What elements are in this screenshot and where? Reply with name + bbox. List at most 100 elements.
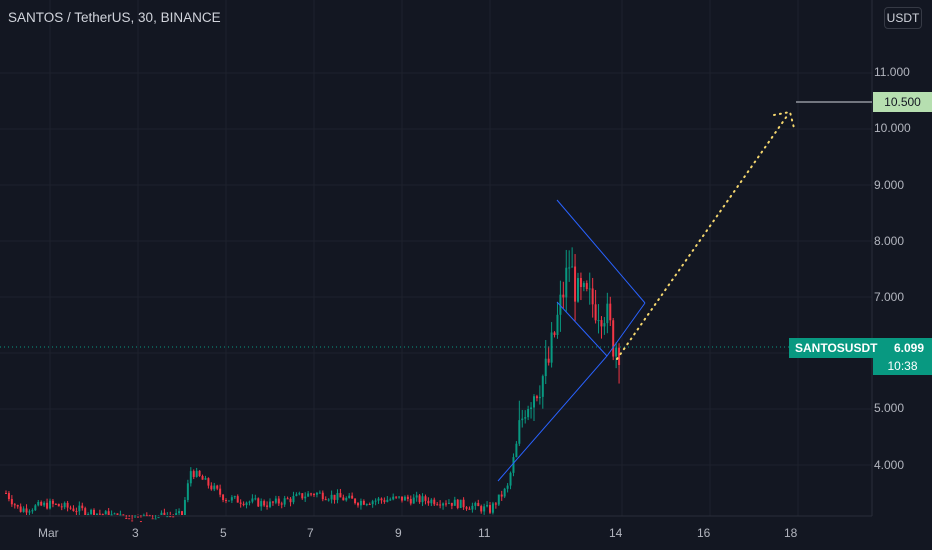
x-tick-label: 11 — [478, 526, 491, 540]
candle-body — [169, 516, 172, 518]
candle-body — [503, 488, 506, 497]
candle-body — [145, 515, 148, 517]
candle-body — [131, 520, 134, 522]
candle-body — [494, 503, 497, 505]
candle-body — [415, 495, 418, 498]
candle-body — [192, 471, 195, 477]
candle-body — [69, 507, 72, 509]
candle-body — [541, 376, 544, 397]
candle-body — [266, 505, 269, 507]
candle-body — [87, 514, 90, 516]
y-tick-label: 9.000 — [874, 178, 905, 192]
x-tick-label: 18 — [784, 526, 798, 540]
candle-body — [395, 496, 398, 498]
candle-body — [565, 267, 568, 298]
candle-body — [333, 494, 336, 500]
candle-body — [618, 347, 621, 366]
candle-body — [289, 498, 292, 503]
candle-body — [304, 496, 307, 499]
y-tick-label: 4.000 — [874, 458, 905, 472]
candle-body — [550, 332, 553, 363]
candle-body — [465, 507, 468, 509]
x-tick-label: 7 — [307, 526, 314, 540]
candle-body — [371, 501, 374, 505]
candle-body — [51, 500, 54, 504]
triangle-upper-trendline — [556, 199, 646, 304]
x-tick-label: Mar — [38, 526, 59, 540]
x-tick-label: 9 — [395, 526, 402, 540]
candle-body — [93, 509, 95, 515]
x-tick-label: 14 — [609, 526, 623, 540]
candle-body — [189, 471, 192, 484]
candle-body — [154, 518, 157, 520]
candle-body — [160, 512, 163, 515]
candle-body — [201, 476, 204, 480]
candle-body — [104, 511, 107, 515]
candle-body — [359, 500, 362, 506]
projection-arrowhead — [773, 110, 795, 129]
candle-body — [330, 494, 333, 500]
candle-body — [286, 498, 289, 500]
candle-body — [401, 496, 403, 501]
candle-body — [442, 503, 445, 506]
y-tick-label: 5.000 — [874, 401, 905, 415]
candle-body — [186, 483, 189, 500]
candle-body — [480, 506, 483, 512]
candle-body — [327, 499, 330, 501]
candle-body — [456, 499, 459, 508]
symbol-label: SANTOSUSDT — [795, 341, 878, 355]
candle-body — [178, 511, 181, 514]
candle-body — [409, 499, 412, 504]
candle-body — [213, 485, 216, 490]
candle-body — [139, 521, 142, 523]
candle-body — [497, 494, 500, 505]
candle-body — [524, 417, 527, 419]
candle-body — [163, 512, 166, 515]
candle-body — [606, 303, 609, 324]
currency-unit-button[interactable]: USDT — [884, 7, 922, 29]
candle-body — [521, 418, 524, 421]
candle-body — [591, 288, 594, 305]
candle-body — [354, 498, 357, 504]
candle-body — [318, 492, 321, 494]
y-tick-label: 11.000 — [874, 65, 910, 79]
candle-body — [603, 323, 606, 327]
candle-body — [301, 493, 304, 499]
candle-body — [40, 501, 43, 506]
candle-body — [486, 505, 489, 507]
candle-body — [13, 504, 16, 506]
candle-body — [125, 517, 128, 519]
candle-body — [374, 500, 377, 502]
candle-body — [574, 266, 577, 302]
candle-body — [324, 499, 327, 501]
projection-line — [616, 115, 788, 360]
candle-body — [412, 497, 415, 504]
candle-body — [151, 518, 154, 520]
candle-body — [183, 499, 186, 515]
candle-body — [500, 494, 503, 497]
candle-body — [571, 266, 574, 268]
candle-body — [418, 495, 421, 503]
candles — [5, 247, 621, 523]
candle-body — [198, 470, 201, 477]
candle-body — [447, 502, 450, 504]
candle-body — [342, 497, 345, 501]
candle-body — [403, 496, 406, 501]
candle-body — [362, 500, 365, 505]
candle-body — [222, 494, 225, 500]
candle-body — [134, 516, 137, 518]
candle-body — [72, 508, 75, 512]
candle-body — [339, 493, 342, 498]
candle-body — [386, 499, 389, 502]
candle-body — [530, 407, 533, 410]
candle-body — [227, 500, 230, 502]
candle-body — [254, 498, 257, 500]
candle-body — [491, 503, 494, 513]
candle-body — [547, 358, 550, 363]
candle-body — [210, 485, 213, 490]
candle-body — [137, 516, 139, 518]
candle-body — [142, 515, 145, 517]
candle-body — [280, 503, 283, 505]
candle-body — [295, 494, 298, 496]
